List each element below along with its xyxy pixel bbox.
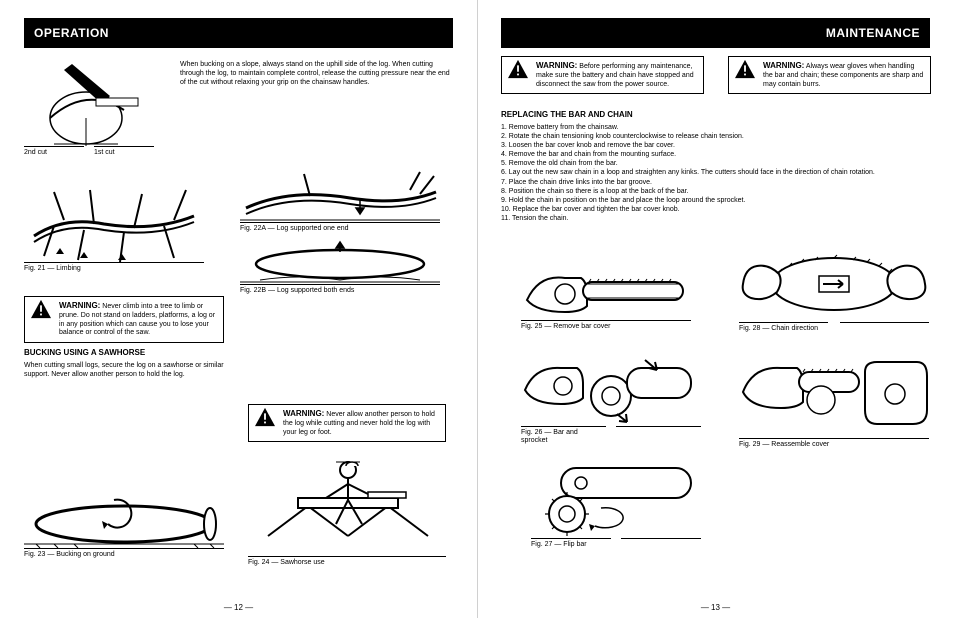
right-header-bar: MAINTENANCE xyxy=(501,18,930,48)
figure-27: Fig. 27 — Flip bar xyxy=(531,460,701,549)
right-body: REPLACING THE BAR AND CHAIN 1. Remove ba… xyxy=(501,110,931,223)
fig27-caption-b xyxy=(621,538,701,549)
para1-text: When bucking on a slope, always stand on… xyxy=(180,60,450,87)
fig23-caption: Fig. 23 — Bucking on ground xyxy=(24,548,224,559)
fig28-caption-b xyxy=(840,322,929,333)
para2-text: When cutting small logs, secure the log … xyxy=(24,361,244,379)
figure-29: Fig. 29 — Reassemble cover xyxy=(739,348,929,449)
left-footer: — 12 — xyxy=(0,603,477,612)
right-header-text: MAINTENANCE xyxy=(826,26,920,40)
fig20-illustration xyxy=(24,56,164,146)
left-header-bar: OPERATION xyxy=(24,18,453,48)
right-warning-right-body: WARNING: Always wear gloves when handlin… xyxy=(761,57,930,93)
figure-26: Fig. 26 — Bar and sprocket xyxy=(521,348,701,445)
section-head-left: BUCKING USING A SAWHORSE xyxy=(24,348,244,357)
right-footer: — 13 — xyxy=(477,603,954,612)
fig21-illustration xyxy=(24,176,204,262)
figure-25: Fig. 25 — Remove bar cover xyxy=(521,254,691,331)
fig29-caption: Fig. 29 — Reassemble cover xyxy=(739,438,929,449)
fig24-illustration xyxy=(248,456,446,556)
warning-icon-1 xyxy=(25,297,57,342)
fig24-caption: Fig. 24 — Sawhorse use xyxy=(248,556,446,567)
warning2-title: WARNING: xyxy=(283,409,324,418)
warning-box-1: WARNING: Never climb into a tree to limb… xyxy=(24,296,224,343)
left-page: OPERATION 2nd cut 1st cut When bucking o… xyxy=(0,0,477,618)
fig22b-caption: Fig. 22B — Log supported both ends xyxy=(240,284,440,295)
figure-22a: Fig. 22A — Log supported one end xyxy=(240,168,440,233)
fig26-illustration xyxy=(521,348,701,426)
fig27-caption: Fig. 27 — Flip bar xyxy=(531,538,611,549)
right-warning-right: WARNING: Always wear gloves when handlin… xyxy=(728,56,931,94)
fig26-caption-b xyxy=(616,426,701,445)
fig22b-illustration xyxy=(240,236,440,284)
fig25-caption: Fig. 25 — Remove bar cover xyxy=(521,320,691,331)
figure-22b: Fig. 22B — Log supported both ends xyxy=(240,236,440,295)
right-warning-left-icon xyxy=(502,57,534,93)
fig21-caption: Fig. 21 — Limbing xyxy=(24,262,204,273)
right-warning-right-icon xyxy=(729,57,761,93)
warning-box-2: WARNING: Never allow another person to h… xyxy=(248,404,446,442)
right-steps: 1. Remove battery from the chainsaw. 2. … xyxy=(501,123,931,223)
right-page: MAINTENANCE WARNING: Before performing a… xyxy=(477,0,954,618)
rwr-title: WARNING: xyxy=(763,61,804,70)
rwl-title: WARNING: xyxy=(536,61,577,70)
fig20-label-a: 2nd cut xyxy=(24,146,84,157)
fig25-illustration xyxy=(521,254,691,320)
fig26-caption: Fig. 26 — Bar and sprocket xyxy=(521,426,606,445)
fig22a-caption: Fig. 22A — Log supported one end xyxy=(240,222,440,233)
warning2-body: WARNING: Never allow another person to h… xyxy=(281,405,445,441)
right-warning-left-body: WARNING: Before performing any maintenan… xyxy=(534,57,703,93)
warning-icon-2 xyxy=(249,405,281,441)
right-section-head: REPLACING THE BAR AND CHAIN xyxy=(501,110,931,119)
left-header-text: OPERATION xyxy=(34,26,109,40)
fig28-caption: Fig. 28 — Chain direction xyxy=(739,322,828,333)
fig29-illustration xyxy=(739,348,929,438)
para-block-1: When bucking on a slope, always stand on… xyxy=(180,60,450,87)
fig28-illustration xyxy=(739,244,929,322)
warning1-body: WARNING: Never climb into a tree to limb… xyxy=(57,297,223,342)
fig20-label-b: 1st cut xyxy=(94,146,154,157)
figure-23: Fig. 23 — Bucking on ground xyxy=(24,484,224,559)
figure-20: 2nd cut 1st cut xyxy=(24,56,164,157)
warning1-title: WARNING: xyxy=(59,301,100,310)
right-warning-left: WARNING: Before performing any maintenan… xyxy=(501,56,704,94)
figure-24: Fig. 24 — Sawhorse use xyxy=(248,456,446,567)
figure-28: Fig. 28 — Chain direction xyxy=(739,244,929,333)
para-block-2: BUCKING USING A SAWHORSE When cutting sm… xyxy=(24,348,244,379)
fig22a-illustration xyxy=(240,168,440,222)
figure-21: Fig. 21 — Limbing xyxy=(24,176,204,273)
fig23-illustration xyxy=(24,484,224,548)
fig27-illustration xyxy=(531,460,701,538)
right-warnings-row: WARNING: Before performing any maintenan… xyxy=(501,56,931,94)
